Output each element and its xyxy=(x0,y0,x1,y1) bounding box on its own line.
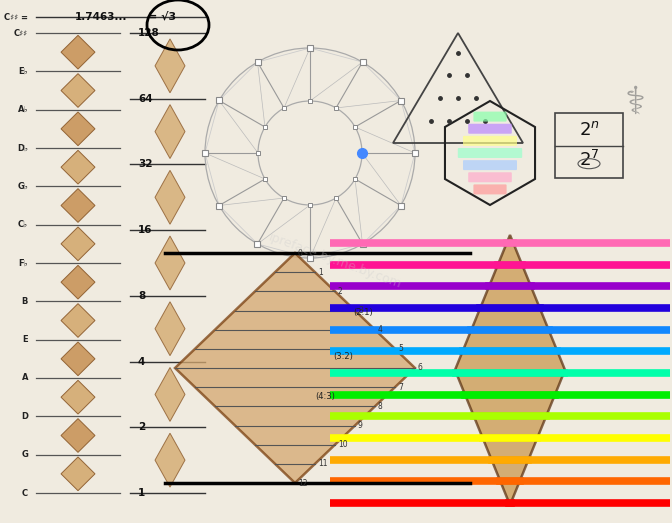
Polygon shape xyxy=(61,418,95,452)
Polygon shape xyxy=(175,253,415,483)
Text: 8: 8 xyxy=(378,402,383,411)
Text: 16: 16 xyxy=(138,225,153,235)
Text: C♯♯: C♯♯ xyxy=(14,28,28,38)
Polygon shape xyxy=(61,457,95,491)
Polygon shape xyxy=(61,304,95,337)
Text: 4: 4 xyxy=(138,357,145,367)
Text: 8: 8 xyxy=(138,291,145,301)
Text: 5: 5 xyxy=(398,344,403,354)
Text: 0: 0 xyxy=(298,248,303,257)
Polygon shape xyxy=(155,433,185,487)
Text: E♭: E♭ xyxy=(18,67,28,76)
Text: 4: 4 xyxy=(378,325,383,334)
Polygon shape xyxy=(155,236,185,290)
Text: 2: 2 xyxy=(338,287,343,296)
Text: D♭: D♭ xyxy=(17,143,28,153)
Text: 12: 12 xyxy=(298,479,308,487)
Text: 128: 128 xyxy=(138,28,160,38)
Polygon shape xyxy=(155,302,185,356)
Text: G♭: G♭ xyxy=(17,182,28,191)
Text: (4:3): (4:3) xyxy=(315,392,335,401)
Text: 3: 3 xyxy=(358,306,363,315)
Text: (3:2): (3:2) xyxy=(333,351,353,360)
Polygon shape xyxy=(61,74,95,107)
Text: B: B xyxy=(22,297,28,306)
Text: 11: 11 xyxy=(318,459,327,468)
Polygon shape xyxy=(61,189,95,222)
Text: 1.7463...: 1.7463... xyxy=(75,12,128,22)
Polygon shape xyxy=(61,265,95,299)
Text: A: A xyxy=(22,373,28,382)
Text: ⚕: ⚕ xyxy=(624,84,646,122)
FancyBboxPatch shape xyxy=(463,160,517,170)
Text: C♯♯ =: C♯♯ = xyxy=(4,13,28,21)
Polygon shape xyxy=(61,380,95,414)
Text: 6: 6 xyxy=(418,363,423,372)
Polygon shape xyxy=(155,39,185,93)
Text: 1: 1 xyxy=(318,268,323,277)
Text: 9: 9 xyxy=(358,421,363,430)
Text: ipreface.by.me.by.com: ipreface.by.me.by.com xyxy=(267,231,403,291)
Text: G: G xyxy=(21,450,28,459)
Bar xyxy=(555,113,623,178)
Polygon shape xyxy=(455,235,565,505)
Text: = √3: = √3 xyxy=(148,12,176,22)
Polygon shape xyxy=(155,368,185,422)
FancyBboxPatch shape xyxy=(468,124,512,134)
FancyBboxPatch shape xyxy=(463,136,517,146)
FancyBboxPatch shape xyxy=(473,185,507,195)
FancyBboxPatch shape xyxy=(473,111,507,122)
Text: D: D xyxy=(21,412,28,421)
Polygon shape xyxy=(61,227,95,260)
Text: (2:1): (2:1) xyxy=(353,309,373,317)
Polygon shape xyxy=(61,35,95,69)
Text: 7: 7 xyxy=(398,383,403,392)
Polygon shape xyxy=(155,105,185,158)
Polygon shape xyxy=(61,342,95,376)
Text: $2^n$: $2^n$ xyxy=(579,121,599,139)
Text: A♭: A♭ xyxy=(17,105,28,114)
Text: $2^7$: $2^7$ xyxy=(579,151,599,170)
Polygon shape xyxy=(61,150,95,184)
Text: F♭: F♭ xyxy=(18,258,28,267)
Polygon shape xyxy=(155,170,185,224)
Text: 64: 64 xyxy=(138,94,153,104)
Text: 2: 2 xyxy=(138,422,145,433)
Polygon shape xyxy=(61,112,95,146)
Text: C: C xyxy=(22,488,28,497)
FancyBboxPatch shape xyxy=(468,172,512,183)
Text: E: E xyxy=(22,335,28,344)
Text: 10: 10 xyxy=(338,440,347,449)
Text: C♭: C♭ xyxy=(18,220,28,229)
Text: 32: 32 xyxy=(138,160,153,169)
Text: 1: 1 xyxy=(138,488,145,498)
FancyBboxPatch shape xyxy=(458,148,522,158)
